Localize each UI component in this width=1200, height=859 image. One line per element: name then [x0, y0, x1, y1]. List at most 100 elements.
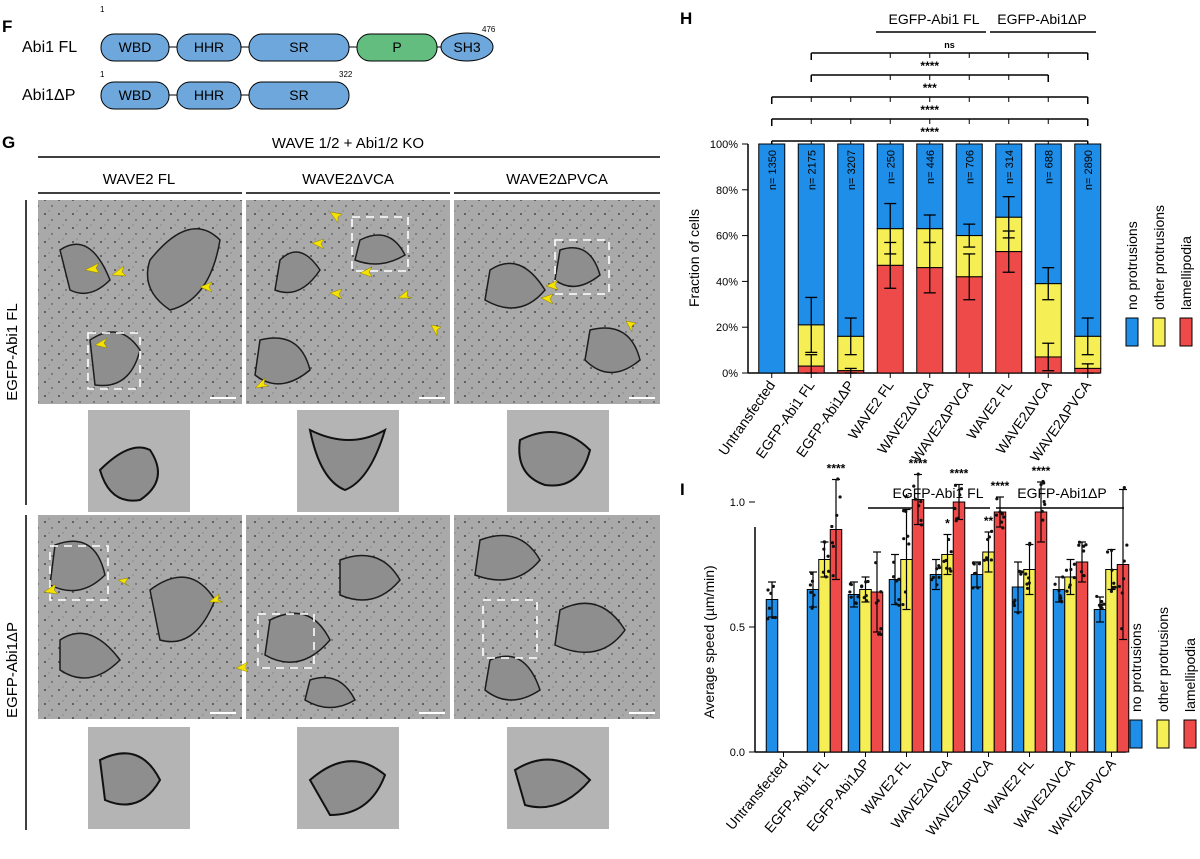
domain-label: WBD — [119, 87, 152, 103]
speed-bar — [859, 589, 872, 753]
data-point — [1122, 485, 1126, 490]
data-point — [897, 603, 901, 607]
significance-label: ns — [944, 40, 955, 50]
legend: no protrusions other protrusions lamelli… — [1124, 205, 1194, 347]
data-point — [864, 599, 869, 603]
data-point — [810, 606, 814, 610]
significance-label: **** — [920, 125, 939, 139]
y-tick-label: 1.0 — [730, 497, 745, 509]
data-point — [864, 580, 868, 584]
data-point — [1100, 599, 1104, 604]
construct-label-abi1dp: Abi1ΔP — [22, 87, 75, 104]
data-point — [826, 554, 830, 558]
data-point — [1059, 596, 1063, 600]
y-tick-label: 40% — [716, 276, 738, 288]
panel-letter-h: H — [680, 9, 692, 28]
y-tick-label: 100% — [710, 139, 738, 151]
data-point — [1053, 582, 1057, 586]
significance-label: **** — [950, 467, 969, 481]
data-point — [1064, 568, 1069, 572]
data-point — [1121, 577, 1126, 581]
data-point — [836, 477, 840, 481]
domain-label: SR — [289, 39, 308, 55]
data-point — [1105, 550, 1110, 554]
data-point — [1082, 544, 1086, 548]
speed-bar — [1064, 576, 1077, 753]
data-point — [912, 484, 916, 488]
data-point — [810, 579, 815, 583]
legend-label: other protrusions — [1151, 205, 1167, 310]
data-point — [1079, 570, 1084, 574]
data-point — [767, 606, 772, 610]
y-tick-label: 20% — [716, 322, 738, 334]
data-point — [919, 499, 923, 504]
data-point — [1043, 502, 1047, 507]
domain-label: HHR — [194, 39, 224, 55]
column-label: WAVE2ΔVCA — [302, 171, 394, 188]
domain-sr-abi1-fl — [248, 33, 350, 62]
bar-segment-no-protrusions — [758, 143, 786, 374]
data-point — [1020, 570, 1024, 574]
bar-segment-no-protrusions — [797, 143, 825, 326]
zoom-inset-cell — [98, 752, 162, 806]
data-point — [1027, 576, 1031, 580]
cell-shapes — [59, 228, 641, 387]
n-count-label: n= 706 — [964, 150, 976, 184]
y-tick-label: 0% — [722, 368, 738, 380]
data-point — [1012, 603, 1017, 608]
data-point — [916, 472, 920, 476]
data-point — [1072, 562, 1076, 566]
speed-bar — [929, 574, 943, 753]
data-point — [874, 601, 878, 605]
data-point — [824, 575, 828, 579]
data-point — [835, 513, 839, 517]
data-point — [1077, 543, 1081, 547]
y-tick-label: 80% — [716, 185, 738, 197]
data-point — [809, 590, 813, 594]
legend-swatch — [1129, 719, 1143, 749]
domain-label: HHR — [194, 87, 224, 103]
data-point — [1002, 515, 1006, 519]
data-point — [1016, 611, 1020, 615]
significance-brackets: ns*************** — [771, 40, 1089, 148]
construct-label-abi1-fl: Abi1 FL — [22, 39, 77, 56]
data-point — [897, 598, 901, 602]
data-point — [931, 575, 936, 579]
data-point — [897, 577, 901, 581]
data-point — [860, 584, 864, 588]
data-point — [1109, 589, 1114, 593]
y-ticks: 0.0 0.5 1.0 — [730, 497, 755, 759]
data-point — [976, 586, 980, 590]
scale-bars — [210, 397, 655, 714]
construct-end-abi1dp: 322 — [339, 70, 353, 79]
data-point — [1112, 581, 1116, 585]
group-label-h-abi1dp: EGFP-Abi1ΔP — [997, 11, 1087, 27]
data-point — [937, 575, 941, 580]
data-point — [971, 561, 976, 565]
legend-swatch — [1183, 719, 1197, 749]
bar-segment-no-protrusions — [955, 143, 983, 237]
panel-letter-g: G — [2, 133, 15, 152]
domain-wbd-abi1-fl — [100, 33, 170, 62]
data-point — [879, 632, 883, 636]
data-point — [1041, 518, 1045, 522]
data-point — [1060, 600, 1064, 604]
zoom-inset-cell — [518, 431, 592, 487]
significance-label: ** — [984, 514, 994, 528]
legend: no protrusions other protrusions lamelli… — [1128, 607, 1198, 749]
data-point — [935, 583, 939, 587]
domain-hhr-abi1dp — [176, 81, 242, 110]
significance-label: **** — [991, 479, 1010, 493]
data-point — [1028, 542, 1032, 547]
data-point — [907, 542, 911, 546]
data-point — [766, 588, 770, 592]
significance-label: **** — [920, 59, 939, 73]
data-point — [862, 596, 866, 600]
data-point — [986, 537, 990, 542]
data-point — [1024, 572, 1028, 576]
domain-p-abi1-fl — [356, 33, 438, 62]
legend-label: lamellipodia — [1178, 236, 1194, 310]
data-point — [1098, 604, 1103, 609]
